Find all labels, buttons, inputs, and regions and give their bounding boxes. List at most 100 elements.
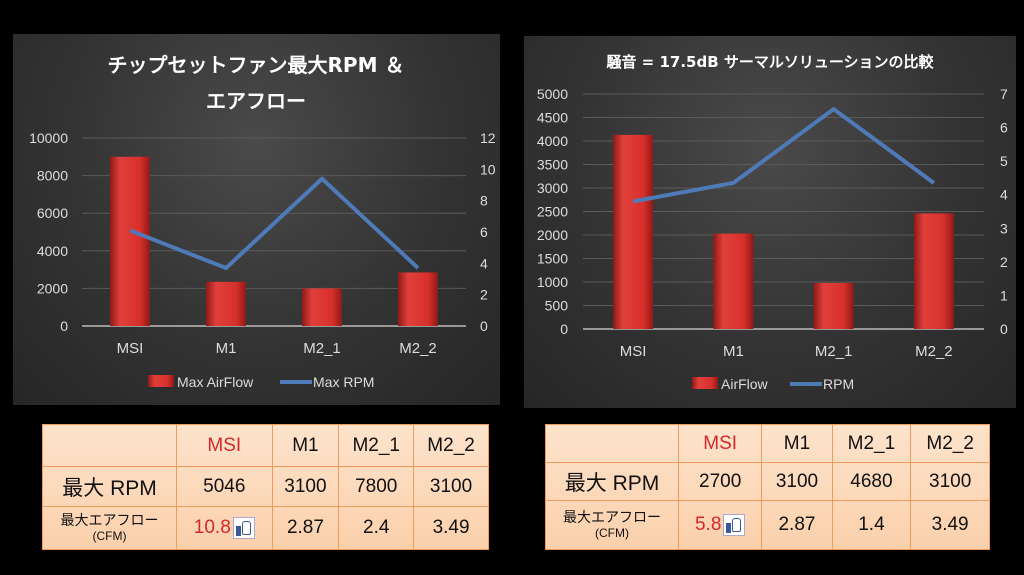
chart-title: 騒音 = 17.5dB サーマルソリューションの比較 (606, 53, 934, 71)
table-header: M2_1 (338, 424, 415, 467)
x-tick-label: M1 (216, 340, 237, 357)
y-tick-left: 0 (560, 321, 568, 337)
x-tick-label: M2_2 (399, 340, 437, 357)
thumbs-up-icon (723, 513, 746, 536)
table-header: MSI (176, 424, 273, 467)
airflow-label: 最大エアフロー (60, 512, 159, 528)
thumbs-up-icon (232, 516, 255, 539)
bar-max-airflow (206, 281, 246, 326)
table-header: MSI (677, 424, 763, 463)
table-header: M1 (271, 424, 340, 467)
line-rpm (632, 107, 936, 204)
y-tick-left: 3000 (537, 180, 568, 196)
row-label-airflow: 最大エアフロー (CFM) (42, 506, 177, 550)
bar-airflow (813, 282, 854, 329)
y-tick-right: 10 (480, 161, 496, 177)
table-cell: 1.4 (831, 500, 912, 550)
msi-airflow-value: 10.8 (193, 517, 231, 538)
table-cell: 2.87 (761, 500, 833, 550)
y-tick-right: 3 (1000, 220, 1008, 236)
line-max-rpm (129, 176, 420, 271)
x-tick-label: M2_2 (915, 343, 953, 360)
table-header: M1 (761, 424, 833, 463)
table-corner (545, 424, 679, 463)
bar-airflow (713, 233, 754, 329)
airflow-unit: (CFM) (595, 526, 629, 540)
x-tick-label: M2_1 (303, 340, 341, 357)
legend-line-label: Max RPM (313, 374, 374, 390)
table-cell: 3100 (413, 466, 489, 507)
y-tick-right: 0 (480, 318, 488, 334)
table-cell: 3100 (910, 462, 990, 501)
y-tick-right: 2 (480, 287, 488, 303)
table-corner (42, 424, 177, 467)
y-tick-left: 1500 (537, 251, 568, 267)
y-tick-left: 2000 (37, 280, 68, 296)
table-cell: 5046 (176, 466, 273, 507)
chart-title: チップセットファン最大RPM ＆ (108, 53, 405, 77)
table-left: MSI M1 M2_1 M2_2 最大 RPM 5046 3100 7800 3… (42, 424, 489, 550)
legend-bar-label: Max AirFlow (177, 374, 254, 390)
bar-max-airflow (302, 288, 342, 326)
table-cell: 3.49 (910, 500, 990, 550)
y-tick-left: 8000 (37, 168, 68, 184)
table-cell: 3100 (271, 466, 340, 507)
x-tick-label: MSI (620, 343, 647, 360)
row-label-rpm: 最大 RPM (545, 462, 679, 501)
table-header: M2_2 (413, 424, 489, 467)
y-tick-left: 5000 (537, 86, 568, 102)
airflow-unit: (CFM) (92, 529, 127, 543)
msi-airflow-value: 5.8 (694, 514, 722, 535)
y-tick-right: 7 (1000, 86, 1008, 102)
bar-airflow (913, 213, 954, 329)
table-cell: 3100 (761, 462, 833, 501)
legend-bar-swatch (692, 377, 718, 389)
y-tick-right: 5 (1000, 153, 1008, 169)
table-header: M2_1 (831, 424, 912, 463)
legend-bar-label: AirFlow (721, 376, 769, 392)
chart-panel-left (13, 34, 500, 405)
legend-line-label: RPM (823, 376, 854, 392)
table-cell: 2.4 (338, 506, 415, 550)
table-header: M2_2 (910, 424, 990, 463)
y-tick-right: 4 (1000, 187, 1008, 203)
bar-max-airflow (110, 156, 150, 326)
bar-airflow (613, 134, 654, 329)
y-tick-right: 8 (480, 193, 488, 209)
y-tick-right: 6 (480, 224, 488, 240)
y-tick-left: 1000 (537, 274, 568, 290)
x-tick-label: M1 (723, 343, 744, 360)
table-cell: 2700 (677, 462, 763, 501)
legend-bar-swatch (148, 375, 174, 387)
y-tick-right: 4 (480, 255, 488, 271)
chart-title-line2: エアフロー (206, 89, 306, 113)
x-tick-label: MSI (117, 340, 144, 357)
y-tick-left: 4000 (37, 243, 68, 259)
airflow-label: 最大エアフロー (563, 509, 661, 525)
table-cell-msi: 5.8 (677, 500, 763, 550)
table-cell: 4680 (831, 462, 912, 501)
row-label-rpm: 最大 RPM (42, 466, 177, 507)
y-tick-left: 4000 (537, 133, 568, 149)
y-tick-right: 12 (480, 130, 496, 146)
table-right: MSI M1 M2_1 M2_2 最大 RPM 2700 3100 4680 3… (545, 424, 990, 550)
y-tick-left: 10000 (29, 130, 68, 146)
y-tick-left: 4500 (537, 110, 568, 126)
row-label-airflow: 最大エアフロー (CFM) (545, 500, 679, 550)
x-tick-label: M2_1 (815, 343, 853, 360)
y-tick-left: 2500 (537, 204, 568, 220)
table-cell-msi: 10.8 (176, 506, 273, 550)
y-tick-right: 1 (1000, 287, 1008, 303)
bar-max-airflow (398, 272, 438, 326)
y-tick-right: 6 (1000, 120, 1008, 136)
y-tick-right: 2 (1000, 254, 1008, 270)
y-tick-right: 0 (1000, 321, 1008, 337)
y-tick-left: 500 (545, 298, 569, 314)
table-cell: 7800 (338, 466, 415, 507)
y-tick-left: 3500 (537, 157, 568, 173)
y-tick-left: 2000 (537, 227, 568, 243)
table-cell: 3.49 (413, 506, 489, 550)
table-cell: 2.87 (271, 506, 340, 550)
y-tick-left: 0 (60, 318, 68, 334)
